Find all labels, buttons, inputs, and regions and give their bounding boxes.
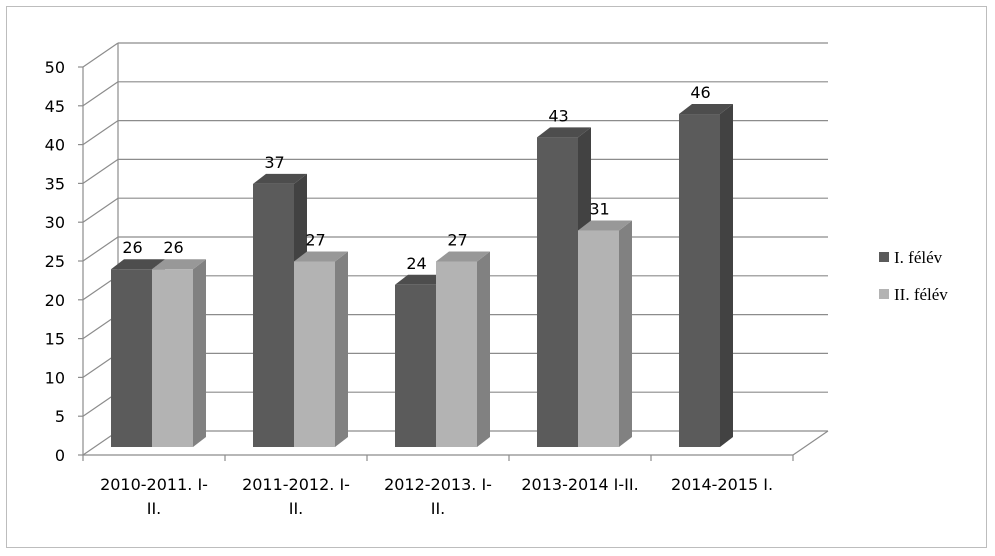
data-label: 27	[305, 230, 325, 249]
x-tick-label: II.	[289, 499, 304, 518]
x-tick-label: II.	[431, 499, 446, 518]
y-tick-label: 50	[45, 58, 65, 77]
bar-top	[111, 259, 165, 270]
bar	[537, 137, 578, 447]
y-tick-label: 0	[55, 446, 65, 465]
bar	[152, 269, 193, 447]
bar-top	[253, 173, 307, 184]
y-tick-label: 10	[45, 368, 65, 387]
bar-top	[537, 127, 591, 138]
bar	[436, 261, 477, 447]
x-tick-label: 2010-2011. I-	[100, 475, 208, 494]
bar	[679, 114, 720, 447]
bar-side	[193, 259, 206, 447]
gridline-side	[82, 120, 119, 146]
x-tick-label: 2014-2015 I.	[671, 475, 773, 494]
floor-edge	[792, 430, 829, 456]
bar-side	[720, 104, 733, 447]
data-label: 27	[447, 230, 467, 249]
gridline-side	[82, 197, 119, 223]
bar	[395, 284, 436, 447]
y-tick-label: 30	[45, 213, 65, 232]
data-label: 43	[548, 106, 568, 125]
bar-top	[152, 259, 206, 270]
gridline-side	[82, 81, 119, 107]
y-tick-label: 20	[45, 291, 65, 310]
bar-side	[477, 251, 490, 447]
bar-side	[335, 251, 348, 447]
data-label: 46	[690, 83, 710, 102]
y-tick-label: 25	[45, 252, 65, 271]
data-label: 37	[264, 153, 284, 172]
x-tick-label: 2012-2013. I-	[384, 475, 492, 494]
legend-label: I. félév	[894, 248, 943, 267]
data-label: 26	[163, 238, 183, 257]
bar	[111, 269, 152, 447]
bar-top	[679, 104, 733, 115]
data-label: 24	[406, 254, 426, 273]
y-tick-label: 35	[45, 174, 65, 193]
data-label: 26	[122, 238, 142, 257]
y-tick-label: 5	[55, 407, 65, 426]
bar-top	[395, 274, 449, 285]
bar	[253, 183, 294, 447]
x-tick-label: 2013-2014 I-II.	[521, 475, 638, 494]
gridline-side	[82, 236, 119, 262]
data-label: 31	[589, 199, 609, 218]
gridline-side	[82, 158, 119, 184]
bar	[578, 230, 619, 447]
bar-top	[294, 251, 348, 262]
legend-swatch	[879, 289, 889, 299]
legend-swatch	[879, 252, 889, 262]
x-tick-label: II.	[147, 499, 162, 518]
legend-label: II. félév	[894, 285, 948, 304]
bar-top	[436, 251, 490, 262]
gridline-side	[82, 42, 119, 68]
bar-side	[619, 220, 632, 447]
y-tick-label: 40	[45, 136, 65, 155]
y-tick-label: 45	[45, 97, 65, 116]
x-tick-label: 2011-2012. I-	[242, 475, 350, 494]
y-tick-label: 15	[45, 330, 65, 349]
bar	[294, 261, 335, 447]
bar-top	[578, 220, 632, 231]
